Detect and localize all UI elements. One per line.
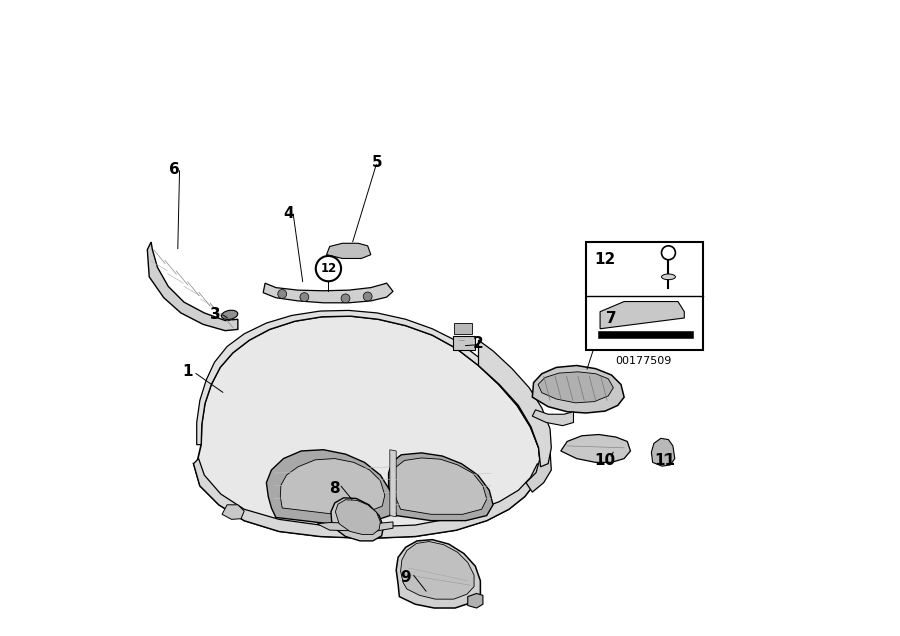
Polygon shape [327, 244, 371, 258]
Polygon shape [336, 500, 381, 535]
Text: 12: 12 [320, 262, 337, 275]
Polygon shape [652, 438, 675, 466]
Polygon shape [197, 310, 545, 467]
Text: 8: 8 [329, 481, 340, 497]
Text: 6: 6 [169, 162, 180, 177]
Polygon shape [532, 410, 573, 425]
Text: 11: 11 [655, 453, 676, 468]
Text: 10: 10 [595, 453, 616, 468]
Text: 5: 5 [372, 155, 382, 170]
Circle shape [364, 292, 372, 301]
Polygon shape [479, 340, 552, 467]
Circle shape [341, 294, 350, 303]
Polygon shape [194, 316, 541, 538]
Polygon shape [600, 301, 684, 329]
Circle shape [662, 245, 675, 259]
Bar [598, 331, 692, 338]
Text: 3: 3 [211, 307, 221, 322]
Bar [586, 242, 703, 350]
Polygon shape [263, 283, 393, 303]
Polygon shape [393, 458, 487, 515]
Polygon shape [390, 450, 396, 517]
Polygon shape [194, 459, 541, 538]
Bar [453, 336, 474, 350]
Text: 9: 9 [400, 570, 411, 585]
Bar [454, 323, 472, 335]
Text: 2: 2 [473, 336, 484, 351]
Polygon shape [280, 459, 385, 514]
Text: 12: 12 [594, 251, 616, 266]
Circle shape [316, 256, 341, 281]
Ellipse shape [221, 310, 238, 319]
Text: 1: 1 [182, 364, 193, 379]
Circle shape [278, 289, 286, 298]
Text: 00177509: 00177509 [615, 356, 671, 366]
Text: 7: 7 [607, 310, 616, 326]
Polygon shape [561, 434, 631, 462]
Polygon shape [396, 539, 481, 608]
Polygon shape [538, 372, 614, 403]
Polygon shape [222, 505, 244, 520]
Polygon shape [468, 593, 483, 608]
Polygon shape [517, 403, 552, 492]
Polygon shape [331, 498, 383, 541]
Text: 4: 4 [284, 206, 293, 221]
Polygon shape [389, 453, 493, 521]
Polygon shape [148, 242, 238, 331]
Polygon shape [266, 450, 393, 524]
Ellipse shape [662, 274, 675, 280]
Circle shape [300, 293, 309, 301]
Polygon shape [532, 366, 624, 413]
Polygon shape [317, 522, 393, 532]
Polygon shape [400, 541, 474, 599]
